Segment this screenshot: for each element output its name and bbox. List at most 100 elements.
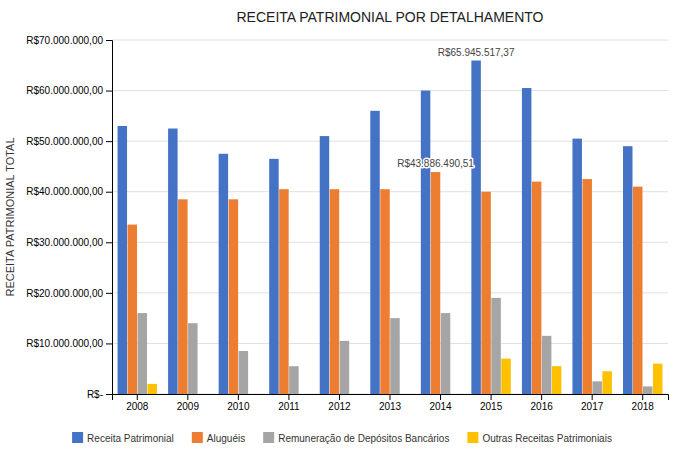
y-axis: R$- R$10.000.000,00 R$20.000.000,00 R$30.00… (26, 35, 112, 400)
legend: Receita Patrimonial Aluguéis Remuneração d… (72, 432, 612, 444)
tick-mark (106, 394, 112, 395)
y-tick: R$20.000.000,00 (26, 288, 112, 299)
bar (370, 111, 379, 394)
bar (522, 88, 531, 394)
tick-mark (106, 141, 112, 142)
bar (532, 182, 541, 394)
tick-mark (288, 394, 289, 400)
bar (623, 146, 632, 394)
y-tick: R$10.000.000,00 (26, 338, 112, 349)
legend-label: Aluguéis (207, 433, 245, 444)
tick-label: R$50.000.000,00 (26, 136, 103, 147)
bar (279, 189, 288, 394)
bar (249, 394, 258, 395)
bar (148, 384, 157, 394)
tick-label: R$- (87, 389, 103, 400)
tick-mark (106, 293, 112, 294)
x-tick: 2012 (328, 394, 351, 412)
x-tick: 2008 (126, 394, 149, 412)
axis-line (106, 41, 113, 395)
bar (582, 179, 591, 394)
bar (229, 199, 238, 394)
tick-mark (106, 343, 112, 344)
grid-line (112, 141, 668, 142)
tick-mark (592, 394, 593, 400)
tick-label: R$40.000.000,00 (26, 186, 103, 197)
tick-label: R$30.000.000,00 (26, 237, 103, 248)
legend-item: Outras Receitas Patrimoniais (467, 432, 612, 444)
y-tick: R$70.000.000,00 (26, 35, 112, 46)
bar (188, 323, 197, 394)
legend-label: Receita Patrimonial (87, 433, 174, 444)
y-axis-title: RECEITA PATRIMONIAL TOTAL (4, 137, 16, 296)
bar (602, 371, 611, 394)
bar (299, 394, 308, 395)
bar (572, 139, 581, 394)
grid (112, 40, 668, 394)
tick-mark (106, 242, 112, 243)
tick-mark (106, 192, 112, 193)
y-tick: R$30.000.000,00 (26, 237, 112, 248)
bar (552, 366, 561, 394)
tick-label: 2008 (126, 401, 149, 412)
plot-area: R$- R$10.000.000,00 R$20.000.000,00 R$30.00… (26, 35, 668, 412)
bar (633, 187, 642, 394)
bar (421, 91, 430, 394)
x-tick: 2015 (480, 394, 503, 412)
legend-swatch (72, 432, 83, 443)
axis-line (113, 395, 669, 401)
tick-mark (339, 394, 340, 400)
legend-item: Aluguéis (192, 432, 245, 444)
bar (178, 199, 187, 394)
bar (168, 129, 177, 395)
y-tick: R$60.000.000,00 (26, 85, 112, 96)
bar (269, 159, 278, 394)
bar (471, 61, 480, 394)
x-axis: 2008200920102011201220132014201520162017… (113, 394, 669, 412)
title: RECEITA PATRIMONIAL POR DETALHAMENTO (236, 9, 543, 25)
y-tick: R$- (87, 389, 112, 400)
bar (138, 313, 147, 394)
tick-label: 2010 (227, 401, 250, 412)
tick-mark (187, 394, 188, 400)
y-tick: R$50.000.000,00 (26, 136, 112, 147)
bar (491, 298, 500, 394)
legend-label: Remuneração de Depósitos Bancários (278, 433, 449, 444)
legend-label: Outras Receitas Patrimoniais (482, 433, 612, 444)
bar (542, 336, 551, 394)
bar (451, 394, 460, 395)
tick-mark (238, 394, 239, 400)
bar-series (128, 172, 643, 394)
tick-label: 2011 (278, 401, 300, 412)
legend-swatch (263, 432, 274, 443)
x-tick: 2014 (429, 394, 452, 412)
tick-label: R$20.000.000,00 (26, 288, 103, 299)
tick-mark (390, 394, 391, 400)
bar (592, 381, 601, 394)
bar (643, 386, 652, 394)
tick-mark (106, 40, 112, 41)
tick-label: R$60.000.000,00 (26, 85, 103, 96)
x-tick: 2011 (278, 394, 300, 412)
bar (350, 394, 359, 395)
bar (320, 136, 329, 394)
bar-series (118, 61, 633, 394)
x-tick: 2009 (177, 394, 200, 412)
x-tick: 2010 (227, 394, 250, 412)
tick-label: R$10.000.000,00 (26, 338, 103, 349)
tick-mark (491, 394, 492, 400)
chart: Receita Patrimonial Aluguéis Remuneração d… (0, 0, 684, 454)
bars (118, 61, 663, 394)
bar (219, 154, 228, 394)
bar (390, 318, 399, 394)
tick-mark (642, 394, 643, 400)
legend-item: Receita Patrimonial (72, 432, 174, 444)
annotations: R$65.945.517,37R$43.886.490,51 (397, 47, 515, 170)
bar (340, 341, 349, 394)
legend-swatch (467, 432, 478, 443)
bar (481, 192, 490, 394)
bar-series (148, 359, 663, 394)
annotation: R$43.886.490,51 (397, 158, 474, 169)
bar (198, 394, 207, 395)
bar-series (138, 298, 653, 394)
